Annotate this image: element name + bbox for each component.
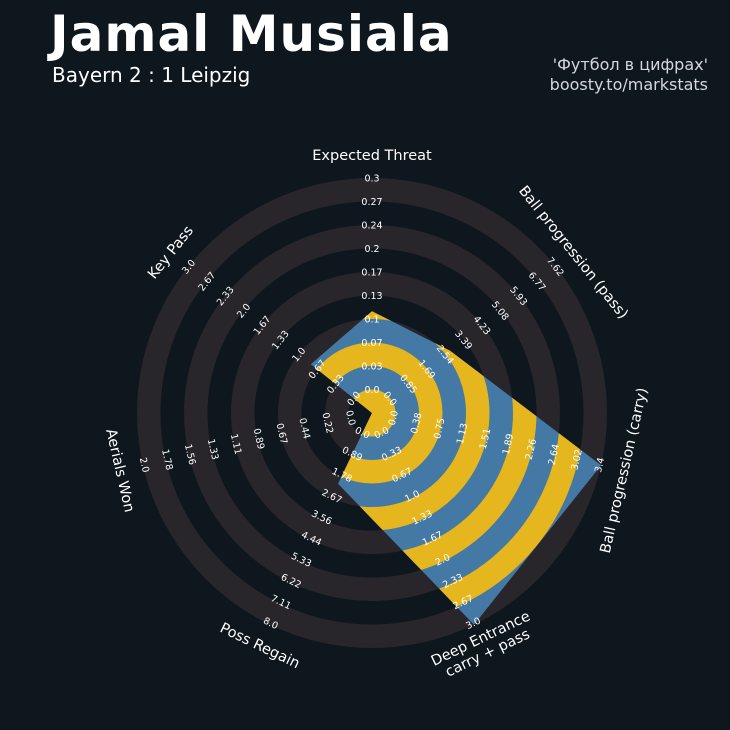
radar-tick-label: 2.0 <box>137 457 151 474</box>
radar-tick-label: 0.03 <box>361 362 382 373</box>
radar-tick-label: 1.11 <box>228 433 243 456</box>
radar-tick-label: 0.0 <box>343 409 357 426</box>
radar-tick-label: 2.64 <box>547 443 562 466</box>
radar-tick-label: 0.89 <box>251 427 266 450</box>
radar-tick-label: 1.13 <box>455 422 470 445</box>
radar-tick-label: 1.89 <box>501 433 516 456</box>
credit-line: 'Футбол в цифрах' <box>552 55 708 74</box>
radar-tick-label: 0.22 <box>319 412 334 435</box>
radar-tick-label: 0.13 <box>361 291 382 302</box>
radar-tick-label: 0.24 <box>361 221 382 232</box>
radar-tick-label: 1.78 <box>159 448 174 471</box>
radar-tick-label: 3.02 <box>569 448 584 471</box>
radar-tick-label: 0.0 <box>387 409 401 426</box>
radar-axis-label-line: Aerials Won <box>102 427 137 514</box>
radar-axis-label: Aerials Won <box>102 427 137 514</box>
credit-url: boosty.to/markstats <box>549 75 708 94</box>
radar-tick-label: 0.0 <box>364 385 379 396</box>
radar-tick-label: 1.33 <box>205 438 220 461</box>
radar-highlight-bands <box>310 311 584 625</box>
radar-tick-label: 0.27 <box>361 197 382 208</box>
radar-tick-label: 0.17 <box>361 268 382 279</box>
radar-tick-label: 0.3 <box>364 174 379 185</box>
radar-axis-label-line: Expected Threat <box>312 148 432 164</box>
radar-tick-label: 0.75 <box>432 417 447 440</box>
radar-tick-label: 2.26 <box>524 438 539 461</box>
match-subtitle: Bayern 2 : 1 Leipzig <box>52 63 251 87</box>
radar-tick-label: 1.51 <box>478 427 493 450</box>
radar-tick-label: 0.44 <box>296 417 311 440</box>
radar-tick-label: 0.07 <box>361 338 382 349</box>
radar-tick-label: 0.2 <box>364 244 379 255</box>
radar-tick-label: 0.67 <box>274 422 289 445</box>
radar-tick-label: 1.56 <box>182 443 197 466</box>
page-title: Jamal Musiala <box>50 5 453 63</box>
radar-tick-label: 0.38 <box>409 412 424 435</box>
radar-axis-label: Expected Threat <box>312 148 432 164</box>
radar-tick-label: 3.4 <box>593 457 607 474</box>
radar-tick-label: 0.1 <box>364 315 379 326</box>
